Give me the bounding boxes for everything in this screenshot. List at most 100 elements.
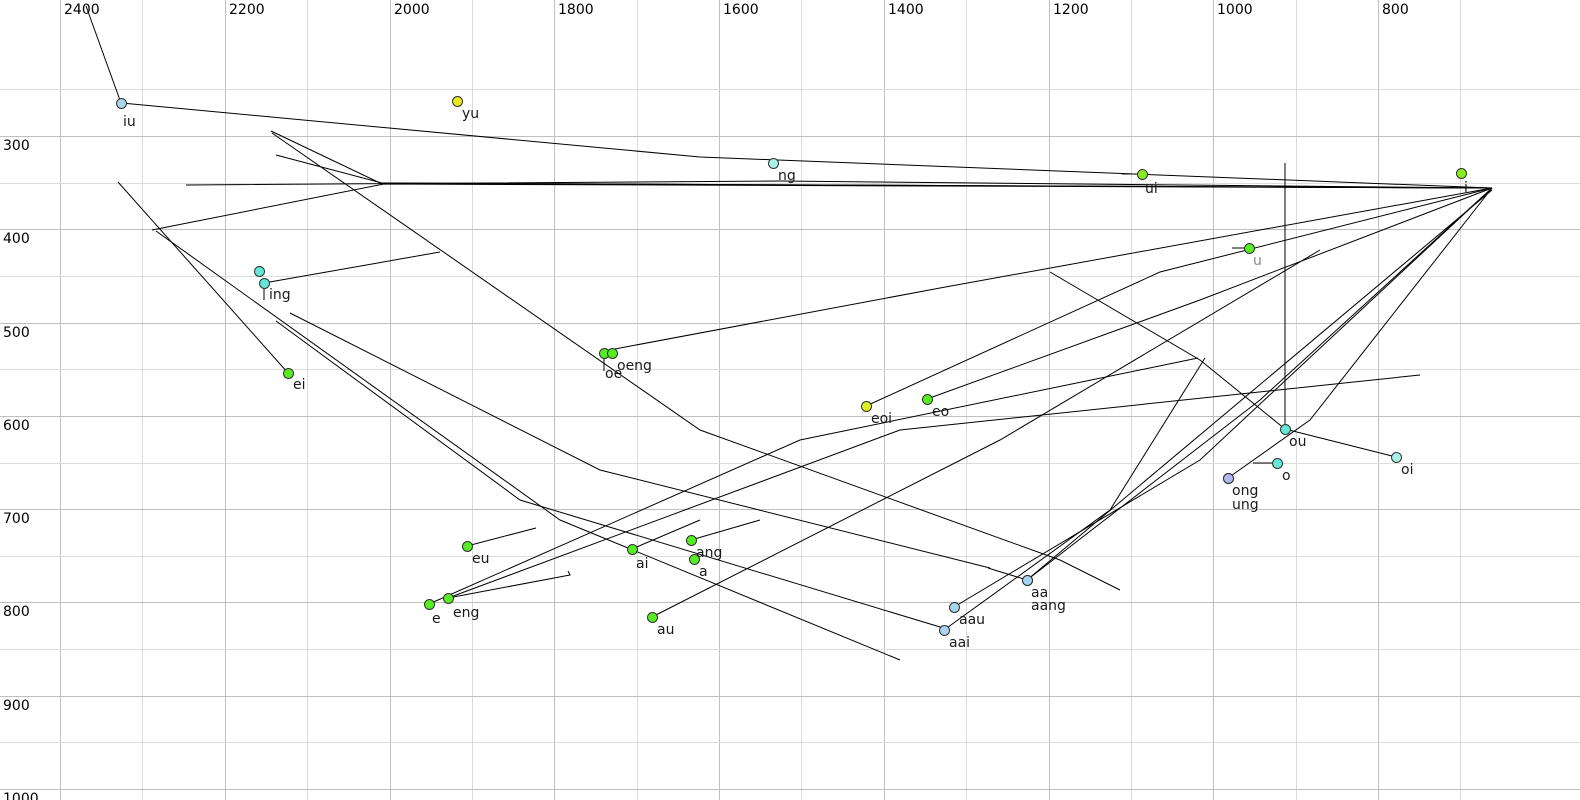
vowel-point-a[interactable] (689, 554, 700, 565)
vowel-point-ai[interactable] (627, 544, 638, 555)
x-axis-tick-label: 2400 (64, 2, 100, 18)
vowel-label-u: u (1253, 253, 1262, 269)
gridline-vertical-minor (142, 0, 143, 800)
trajectory-line (466, 527, 537, 547)
gridline-horizontal-major (0, 229, 1580, 230)
gridline-vertical-major (225, 0, 226, 800)
vowel-point-eoi[interactable] (861, 401, 872, 412)
gridline-horizontal-minor (0, 369, 1580, 370)
gridline-vertical-minor (1296, 0, 1297, 800)
vowel-point-eo[interactable] (922, 394, 933, 405)
vowel-label-eoi: eoi (871, 411, 893, 427)
y-axis-tick-label: 700 (3, 511, 30, 527)
trajectory-line (631, 519, 701, 550)
gridline-horizontal-major (0, 696, 1580, 697)
vowel-label-aai: aai (949, 635, 971, 651)
gridline-vertical-minor (801, 0, 802, 800)
vowel-label-iu: iu (123, 114, 136, 130)
vowel-label-oi: oi (1401, 462, 1414, 478)
trajectory-line (85, 5, 122, 104)
vowel-point-ung[interactable] (1223, 473, 1234, 484)
gridline-horizontal-major (0, 602, 1580, 603)
trajectory-line (275, 320, 951, 631)
vowel-point-o[interactable] (1272, 458, 1283, 469)
vowel-label-ai: ai (636, 556, 649, 572)
vowel-label-yu: yu (462, 106, 480, 122)
vowel-label-ui: ui (1145, 181, 1158, 197)
vowel-label-i: i (1464, 180, 1468, 196)
gridline-horizontal-major (0, 789, 1580, 790)
vowel-label-o: o (1282, 468, 1291, 484)
y-axis-tick-label: 900 (3, 698, 30, 714)
vowel-point-i[interactable] (1456, 168, 1467, 179)
vowel-point-ng[interactable] (768, 158, 779, 169)
trajectory-line (271, 132, 1121, 591)
vowel-point-iu[interactable] (116, 98, 127, 109)
vowel-point-aang[interactable] (1022, 575, 1033, 586)
gridline-vertical-minor (307, 0, 308, 800)
gridline-horizontal-major (0, 509, 1580, 510)
trajectory-line (1026, 189, 1493, 581)
gridline-vertical-minor (637, 0, 638, 800)
vowel-label-ei: ei (293, 377, 306, 393)
trajectory-line (117, 181, 289, 374)
x-axis-tick-label: 1000 (1217, 2, 1253, 18)
vowel-label-oeng: oeng (617, 358, 652, 374)
trajectory-line (155, 230, 901, 661)
vowel-point-au[interactable] (647, 612, 658, 623)
vowel-point-aai[interactable] (939, 625, 950, 636)
vowel-point-ing[interactable] (259, 278, 270, 289)
vowel-point-e[interactable] (424, 599, 435, 610)
gridline-horizontal-major (0, 136, 1580, 137)
vowel-point-ou[interactable] (1280, 424, 1291, 435)
vowel-point-ang[interactable] (686, 535, 697, 546)
x-axis-tick-label: 2000 (394, 2, 430, 18)
vowel-point-oi[interactable] (1391, 452, 1402, 463)
vowel-point-ei[interactable] (283, 368, 294, 379)
vowel-label-ang: ang (696, 545, 723, 561)
gridline-vertical-minor (1131, 0, 1132, 800)
trajectory-line (263, 251, 441, 284)
vowel-label-au: au (657, 622, 675, 638)
vowel-point-oeng[interactable] (607, 348, 618, 359)
x-axis-tick-label: 800 (1382, 2, 1409, 18)
vowel-label-eo: eo (932, 404, 950, 420)
gridline-vertical-major (884, 0, 885, 800)
trajectory-line (953, 187, 1493, 608)
trajectory-line (1026, 187, 1493, 581)
trajectory-line (447, 570, 571, 599)
trajectory-line (690, 519, 761, 541)
y-axis-tick-label: 300 (3, 138, 30, 154)
vowel-point-ui[interactable] (1137, 169, 1148, 180)
gridline-horizontal-minor (0, 89, 1580, 90)
vowel-label-oe: oe (605, 366, 623, 382)
vowel-point-eu[interactable] (462, 541, 473, 552)
trajectory-line (865, 187, 1493, 407)
vowel-point-eng[interactable] (443, 593, 454, 604)
vowel-point-yu[interactable] (452, 96, 463, 107)
vowel-label-ung: ung (1232, 497, 1259, 513)
vowel-point[interactable] (254, 266, 265, 277)
vowel-label-ou: ou (1289, 434, 1307, 450)
trajectory-line (1227, 187, 1493, 479)
trajectory-line (289, 312, 991, 569)
trajectory-line (987, 567, 1028, 581)
x-axis-tick-label: 1200 (1053, 2, 1089, 18)
vowel-label-aa: aa (1031, 585, 1049, 601)
y-axis-tick-label: 800 (3, 604, 30, 620)
trajectory-line (120, 102, 1493, 189)
gridline-vertical-major (60, 0, 61, 800)
gridline-horizontal-major (0, 323, 1580, 324)
gridline-vertical-minor (1460, 0, 1461, 800)
trajectory-line (447, 374, 1421, 599)
vowel-point-u[interactable] (1244, 243, 1255, 254)
gridline-vertical-major (390, 0, 391, 800)
vowel-label-eng: eng (453, 605, 480, 621)
vowel-point-aau[interactable] (949, 602, 960, 613)
trajectory-line (651, 249, 1321, 618)
x-axis-tick-label: 2200 (229, 2, 265, 18)
trajectory-line (151, 183, 1493, 231)
